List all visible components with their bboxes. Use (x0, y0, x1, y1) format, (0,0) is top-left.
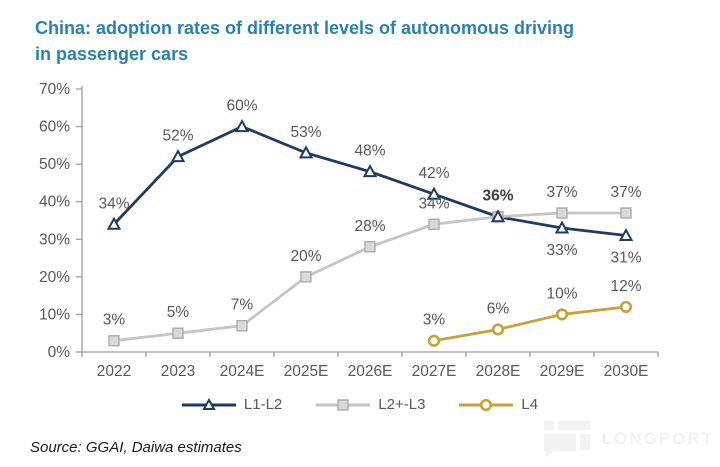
data-label: 7% (231, 297, 254, 314)
data-point-square (364, 241, 376, 253)
legend-item-l2+-l3: L2+-L3 (316, 396, 425, 413)
legend-swatch-square-icon (316, 398, 371, 411)
data-point-square (428, 218, 440, 230)
legend-label: L1-L2 (243, 396, 283, 413)
data-label: 5% (167, 304, 190, 321)
data-label: 3% (103, 312, 126, 329)
data-label: 10% (546, 285, 577, 302)
data-label: 52% (162, 128, 193, 145)
y-tick-label: 30% (39, 231, 70, 248)
legend-item-l4: L4 (459, 396, 538, 413)
data-point-triangle (490, 209, 506, 223)
x-tick-label: 2029E (540, 363, 585, 380)
data-label: 33% (546, 242, 577, 259)
chart-title-line2: in passenger cars (35, 44, 189, 64)
x-axis: 2022 2023 2024E 2025E 2026E 2027E 2028E 2029E 20… (81, 352, 659, 380)
data-point-triangle (554, 220, 570, 234)
data-label: 28% (354, 218, 385, 235)
data-point-square (172, 327, 184, 339)
y-tick-label: 50% (39, 156, 70, 173)
x-tick-label: 2026E (348, 363, 393, 380)
data-label: 48% (354, 143, 385, 160)
data-label: 42% (418, 165, 449, 182)
x-tick-label: 2028E (476, 363, 521, 380)
data-label: 36% (482, 188, 513, 205)
data-point-circle (555, 308, 569, 321)
x-tick-label: 2022 (97, 363, 131, 380)
data-point-square (236, 320, 248, 332)
data-label: 53% (290, 124, 321, 141)
y-tick-label: 70% (39, 81, 70, 98)
data-point-square (620, 207, 632, 219)
chart-title-line1: China: adoption rates of different level… (35, 18, 575, 38)
watermark-text: LONGPORT (601, 429, 714, 448)
x-tick-label: 2027E (412, 363, 457, 380)
y-tick-label: 0% (48, 344, 71, 361)
data-point-triangle (618, 227, 634, 242)
chart-legend: L1-L2 L2+-L3 L4 (0, 396, 720, 413)
data-label: 34% (418, 195, 449, 212)
source-note: Source: GGAI, Daiwa estimates (30, 439, 242, 456)
y-tick-label: 60% (39, 119, 70, 136)
data-labels: 34% 52% 60% 53% 48% 42% 36% 33% 31% 3% 5% 7% 20% 28% 3… (98, 98, 641, 329)
legend-swatch-triangle-icon (181, 397, 236, 410)
series-markers-L4 (427, 300, 633, 347)
data-label: 34% (98, 195, 129, 212)
data-point-square (108, 335, 120, 347)
data-label: 37% (546, 184, 577, 201)
data-point-square (556, 207, 568, 219)
x-tick-label: 2023 (161, 363, 195, 380)
y-tick-label: 10% (39, 306, 70, 323)
legend-swatch-circle-icon (459, 398, 514, 411)
y-tick-label: 20% (39, 269, 70, 286)
data-point-triangle (106, 216, 122, 230)
data-label: 20% (290, 248, 321, 265)
data-label: 60% (226, 98, 257, 115)
data-point-circle (619, 300, 633, 314)
legend-label: L2+-L3 (378, 396, 426, 413)
data-label: 3% (423, 312, 446, 329)
data-label: 12% (610, 278, 641, 295)
data-label: 6% (487, 300, 510, 317)
data-point-circle (491, 323, 505, 336)
legend-label: L4 (521, 396, 539, 413)
chart-title: China: adoption rates of different level… (35, 15, 695, 67)
x-tick-label: 2030E (604, 363, 649, 380)
data-point-triangle (426, 186, 442, 200)
data-point-triangle (170, 149, 186, 163)
data-point-circle (427, 334, 441, 347)
data-point-triangle (362, 164, 378, 178)
axes (81, 86, 658, 353)
watermark: LONGPORT (543, 419, 714, 459)
data-label: 31% (610, 250, 641, 267)
y-tick-label: 40% (39, 194, 70, 211)
legend-item-l1-l2: L1-L2 (181, 396, 283, 413)
data-point-triangle (298, 145, 314, 159)
longport-logo-icon (543, 421, 590, 458)
x-tick-label: 2025E (284, 363, 329, 380)
data-point-triangle (234, 118, 250, 133)
x-tick-label: 2024E (220, 363, 265, 380)
series-markers-L1-L2 (106, 118, 634, 242)
y-axis: 0% 10% 20% 30% 40% 50% 60% 70% (39, 81, 82, 361)
series-line-L4 (432, 305, 628, 343)
data-label: 37% (610, 184, 641, 201)
data-point-square (300, 271, 312, 283)
